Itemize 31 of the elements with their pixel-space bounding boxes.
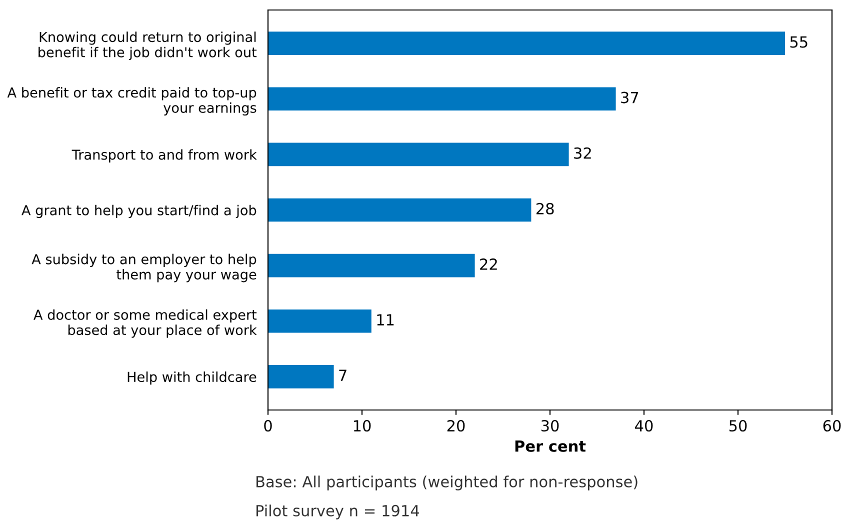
x-tick-label: 50 <box>729 420 747 432</box>
x-axis-title: Per cent <box>515 440 586 452</box>
data-label: 7 <box>339 370 346 381</box>
x-tick-label: 10 <box>354 420 371 432</box>
bar <box>268 254 475 278</box>
data-label: 11 <box>377 314 394 326</box>
data-label: 55 <box>790 36 808 48</box>
bar <box>268 142 569 166</box>
data-label: 32 <box>574 147 591 159</box>
y-tick-label: A subsidy to an employer to help them pay your wage <box>32 254 256 282</box>
y-tick-label: Help with childcare <box>128 371 256 385</box>
x-tick-label: 0 <box>264 420 272 432</box>
text: Pilot survey n = 1914 <box>256 504 420 520</box>
y-tick-label: A benefit or tax credit paid to top-up your earnings <box>7 87 256 116</box>
y-tick-label: A grant to help you start/find a job <box>22 204 256 218</box>
data-label: 22 <box>480 258 497 270</box>
bar <box>268 87 616 111</box>
y-tick-label: Transport to and from work <box>72 149 257 162</box>
data-label: 28 <box>536 202 554 214</box>
x-tick-label: 30 <box>541 420 559 432</box>
bar <box>268 365 334 388</box>
x-tick-label: 40 <box>635 420 653 432</box>
y-tick-label: A doctor or some medical expert based at your place of work <box>34 309 257 338</box>
bar <box>268 309 372 333</box>
text: Base: All participants (weighted for non-response) <box>256 476 638 490</box>
bar <box>268 198 532 222</box>
x-tick-label: 20 <box>447 420 465 432</box>
bar <box>268 32 785 55</box>
y-tick-label: Knowing could return to original benefit if the job didn't work out <box>38 32 257 60</box>
data-label: 37 <box>621 92 638 104</box>
x-tick-label: 60 <box>823 420 841 432</box>
